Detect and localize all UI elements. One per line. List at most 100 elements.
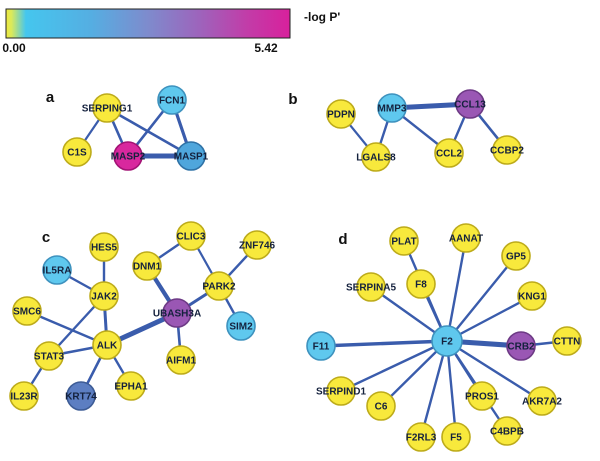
- node-label-C1S: C1S: [67, 148, 87, 159]
- node-AKR7A2: [527, 386, 557, 416]
- node-label-F11: F11: [313, 342, 330, 353]
- node-PDPN: [326, 99, 356, 129]
- panel-b: b PDPN MMP3 CCL13 LGALS8 CCL2 CCBP2: [288, 89, 524, 172]
- node-label-KRT74: KRT74: [65, 392, 97, 403]
- node-label-CCBP2: CCBP2: [490, 146, 524, 157]
- node-LGALS8: [361, 142, 391, 172]
- edge-F2-AKR7A2: [445, 339, 544, 403]
- node-AIFM1: [166, 345, 196, 375]
- node-label-SERPIND1: SERPIND1: [316, 387, 366, 398]
- node-label-F5: F5: [450, 433, 462, 444]
- node-label-DNM1: DNM1: [133, 262, 162, 273]
- colorbar-title: -log P': [304, 10, 340, 24]
- node-label-CCL2: CCL2: [436, 149, 463, 160]
- node-label-C6: C6: [375, 402, 388, 413]
- node-KRT74: [66, 381, 96, 411]
- node-PLAT: [389, 226, 419, 256]
- node-label-F2: F2: [441, 337, 453, 348]
- node-label-PLAT: PLAT: [391, 237, 416, 248]
- colorbar-max-label: 5.42: [254, 41, 278, 55]
- node-ALK: [92, 330, 122, 360]
- node-GP5: [501, 241, 531, 271]
- node-label-EPHA1: EPHA1: [114, 382, 148, 393]
- node-CLIC3: [176, 221, 206, 251]
- node-MASP1: [176, 141, 206, 171]
- node-label-MASP1: MASP1: [174, 152, 209, 163]
- node-label-AANAT: AANAT: [449, 234, 483, 245]
- node-KNG1: [517, 281, 547, 311]
- node-label-F2RL3: F2RL3: [406, 433, 437, 444]
- node-IL23R: [9, 381, 39, 411]
- edge-F2-F5: [445, 339, 458, 439]
- node-CRB2: [506, 331, 536, 361]
- node-label-LGALS8: LGALS8: [356, 153, 396, 164]
- node-SERPING1: [92, 93, 122, 123]
- node-label-SIM2: SIM2: [229, 322, 253, 333]
- edge-F2-AANAT: [445, 236, 468, 343]
- node-label-UBASH3A: UBASH3A: [153, 309, 201, 320]
- node-PROS1: [467, 381, 497, 411]
- node-UBASH3A: [162, 298, 192, 328]
- node-F2RL3: [406, 422, 436, 452]
- node-F2: [431, 325, 463, 357]
- node-C4BPB: [492, 416, 522, 446]
- edge-F2-GP5: [445, 254, 518, 343]
- node-label-HES5: HES5: [91, 243, 118, 254]
- node-label-CCL13: CCL13: [454, 100, 486, 111]
- node-F11: [306, 331, 336, 361]
- node-HES5: [89, 232, 119, 262]
- node-EPHA1: [116, 371, 146, 401]
- node-SERPIND1: [326, 376, 356, 406]
- colorbar-gradient: [5, 8, 291, 39]
- node-label-CLIC3: CLIC3: [177, 232, 206, 243]
- node-MMP3: [377, 93, 407, 123]
- node-label-ZNF746: ZNF746: [239, 241, 276, 252]
- node-label-FCN1: FCN1: [159, 96, 186, 107]
- node-CTTN: [552, 326, 582, 356]
- panel-letter-d: d: [338, 231, 347, 248]
- panel-letter-a: a: [46, 89, 55, 106]
- edge-F2-SERPIND1: [339, 339, 449, 393]
- node-PARK2: [204, 271, 234, 301]
- node-C1S: [62, 137, 92, 167]
- panel-a: a SERPING1 FCN1 C1S MASP2 MASP1: [46, 85, 209, 171]
- edge-F2-F2RL3: [419, 339, 449, 439]
- panel-letter-b: b: [288, 91, 297, 108]
- node-STAT3: [34, 341, 64, 371]
- node-SMC6: [12, 296, 42, 326]
- node-C6: [366, 391, 396, 421]
- panel-d: d PLAT AANAT GP5 SERPINA5 F8 KNG1 F11 F2 CRB2 CTTN…: [306, 223, 582, 452]
- node-CCBP2: [492, 135, 522, 165]
- node-label-MMP3: MMP3: [378, 104, 407, 115]
- node-label-SERPINA5: SERPINA5: [346, 283, 396, 294]
- node-label-F8: F8: [415, 280, 427, 291]
- node-label-PROS1: PROS1: [465, 392, 499, 403]
- node-F8: [406, 269, 436, 299]
- edge-SERPING1-MASP1: [105, 106, 193, 158]
- node-label-SMC6: SMC6: [13, 307, 41, 318]
- node-label-STAT3: STAT3: [34, 352, 65, 363]
- node-label-MASP2: MASP2: [111, 152, 146, 163]
- node-IL5RA: [42, 255, 72, 285]
- node-label-ALK: ALK: [97, 341, 118, 352]
- node-FCN1: [157, 85, 187, 115]
- node-label-PARK2: PARK2: [202, 282, 236, 293]
- node-CCL2: [434, 138, 464, 168]
- node-JAK2: [89, 281, 119, 311]
- node-MASP2: [113, 141, 143, 171]
- node-label-GP5: GP5: [506, 252, 526, 263]
- node-label-JAK2: JAK2: [91, 292, 117, 303]
- node-label-SERPING1: SERPING1: [82, 104, 133, 115]
- node-ZNF746: [242, 230, 272, 260]
- node-SIM2: [226, 311, 256, 341]
- colorbar-min-label: 0.00: [2, 41, 26, 55]
- node-label-C4BPB: C4BPB: [490, 427, 524, 438]
- node-F5: [441, 422, 471, 452]
- node-AANAT: [451, 223, 481, 253]
- node-label-AKR7A2: AKR7A2: [522, 397, 562, 408]
- node-SERPINA5: [356, 272, 386, 302]
- panel-letter-c: c: [42, 229, 50, 246]
- node-label-CTTN: CTTN: [554, 337, 581, 348]
